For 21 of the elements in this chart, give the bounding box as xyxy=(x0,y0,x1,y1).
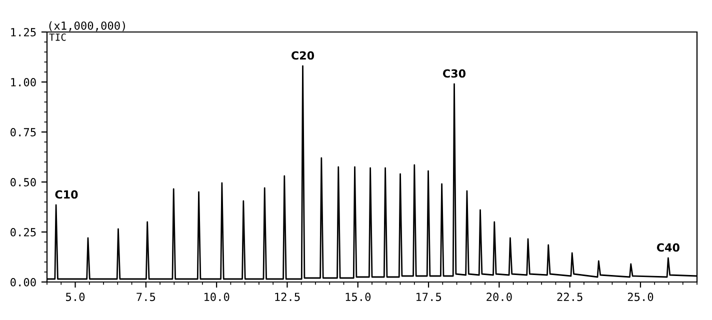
x-tick-label: 5.0 xyxy=(66,292,85,302)
y-tick-label: 0.00 xyxy=(10,278,36,286)
annotation: C40 xyxy=(656,243,680,252)
y-tick-label: 1.25 xyxy=(11,28,36,36)
x-tick-label: 12.5 xyxy=(275,292,300,302)
x-tick-label: 7.5 xyxy=(136,292,156,302)
y-tick-label: 0.50 xyxy=(10,178,36,186)
x-tick-label: 22.5 xyxy=(557,292,582,302)
x-tick-label: 20.0 xyxy=(486,292,512,302)
y-axis-title: (x1,000,000) xyxy=(49,21,125,32)
annotation: C10 xyxy=(55,190,78,199)
x-tick-label: 17.5 xyxy=(416,292,442,302)
x-tick-label: 10.0 xyxy=(204,292,230,302)
annotation: C30 xyxy=(442,69,466,78)
annotation: C20 xyxy=(292,51,314,60)
y-tick-label: 0.25 xyxy=(10,228,36,236)
x-tick-label: 15.0 xyxy=(346,292,371,302)
x-tick-label: 25.0 xyxy=(628,292,654,302)
y-tick-label: 0.75 xyxy=(10,128,36,136)
y-tick-label: 1.00 xyxy=(11,78,36,86)
annotation: TIC xyxy=(49,33,66,41)
